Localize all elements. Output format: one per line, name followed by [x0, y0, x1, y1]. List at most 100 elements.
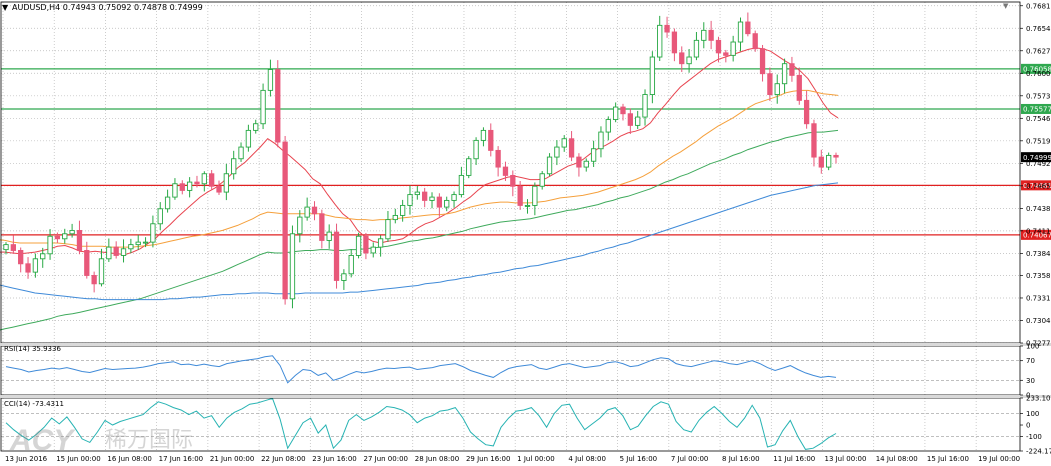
candle-body[interactable]: [422, 191, 428, 201]
candle-body[interactable]: [671, 31, 678, 54]
candle-body[interactable]: [789, 63, 795, 76]
candle-body[interactable]: [128, 244, 134, 250]
candle-body[interactable]: [186, 181, 193, 191]
menu-triangle-icon[interactable]: ▼: [2, 3, 9, 12]
candle-body[interactable]: [532, 185, 538, 206]
candle-body[interactable]: [583, 160, 589, 168]
candle-body[interactable]: [708, 29, 714, 41]
candle-body[interactable]: [194, 181, 200, 185]
candle-body[interactable]: [179, 183, 185, 191]
candle-body[interactable]: [826, 154, 832, 168]
candle-body[interactable]: [289, 233, 296, 300]
candle-body[interactable]: [561, 138, 567, 148]
candle-body[interactable]: [781, 63, 788, 85]
candle-body[interactable]: [458, 174, 465, 196]
candle-body[interactable]: [737, 21, 744, 43]
candle-body[interactable]: [686, 56, 692, 65]
candle-body[interactable]: [627, 113, 633, 126]
candle-body[interactable]: [407, 194, 413, 206]
candle-body[interactable]: [436, 196, 443, 208]
candle-body[interactable]: [54, 235, 61, 240]
candle-body[interactable]: [142, 241, 149, 244]
scroll-arrow-icon[interactable]: ▼: [1003, 2, 1009, 10]
candle-body[interactable]: [297, 216, 303, 235]
candle-body[interactable]: [106, 246, 112, 260]
candle-body[interactable]: [495, 149, 501, 168]
candle-body[interactable]: [3, 244, 9, 251]
candle-body[interactable]: [282, 141, 288, 300]
candle-body[interactable]: [385, 219, 391, 240]
candle-body[interactable]: [275, 69, 281, 143]
candle-body[interactable]: [811, 123, 817, 158]
candle-body[interactable]: [231, 158, 237, 175]
candle-body[interactable]: [833, 154, 839, 158]
candle-body[interactable]: [524, 204, 531, 207]
candle-body[interactable]: [723, 52, 729, 56]
candle-body[interactable]: [392, 214, 398, 221]
candle-body[interactable]: [466, 158, 472, 176]
candle-body[interactable]: [201, 173, 207, 185]
candle-body[interactable]: [488, 129, 494, 151]
candle-body[interactable]: [341, 273, 347, 281]
candle-body[interactable]: [554, 146, 560, 158]
candle-body[interactable]: [451, 194, 457, 201]
candle-body[interactable]: [172, 183, 178, 198]
candle-body[interactable]: [767, 73, 773, 95]
candle-body[interactable]: [620, 106, 626, 115]
candle-body[interactable]: [502, 166, 509, 176]
candle-body[interactable]: [311, 206, 318, 215]
candle-body[interactable]: [715, 39, 722, 54]
candle-body[interactable]: [25, 263, 31, 273]
candle-body[interactable]: [113, 246, 119, 256]
candle-body[interactable]: [62, 233, 68, 240]
candle-body[interactable]: [260, 89, 266, 125]
candle-body[interactable]: [363, 235, 369, 254]
candle-body[interactable]: [605, 119, 611, 133]
candle-body[interactable]: [209, 173, 215, 187]
candle-body[interactable]: [157, 208, 163, 225]
candle-body[interactable]: [98, 258, 105, 285]
candle-body[interactable]: [546, 156, 553, 175]
candle-body[interactable]: [91, 275, 97, 285]
candle-body[interactable]: [10, 244, 16, 251]
candle-body[interactable]: [355, 235, 362, 256]
candle-body[interactable]: [598, 131, 604, 150]
candle-body[interactable]: [69, 229, 75, 235]
candle-body[interactable]: [635, 116, 641, 126]
candle-body[interactable]: [480, 129, 487, 141]
candle-body[interactable]: [326, 231, 332, 241]
candle-body[interactable]: [40, 253, 46, 260]
candle-body[interactable]: [399, 204, 406, 216]
candle-body[interactable]: [76, 229, 83, 251]
candle-body[interactable]: [370, 246, 376, 254]
candle-body[interactable]: [348, 255, 354, 275]
candle-body[interactable]: [568, 138, 575, 158]
candle-body[interactable]: [444, 199, 450, 208]
candle-body[interactable]: [752, 33, 758, 50]
candlesticks[interactable]: [3, 12, 839, 309]
candle-body[interactable]: [803, 99, 810, 125]
candle-body[interactable]: [333, 231, 340, 281]
candle-body[interactable]: [664, 24, 670, 33]
candle-body[interactable]: [216, 185, 222, 193]
candle-body[interactable]: [759, 48, 766, 75]
candle-body[interactable]: [238, 146, 244, 160]
candle-body[interactable]: [267, 69, 274, 91]
candle-body[interactable]: [47, 235, 53, 255]
candle-body[interactable]: [576, 156, 582, 168]
candle-body[interactable]: [84, 250, 90, 276]
candle-body[interactable]: [517, 185, 523, 206]
candle-body[interactable]: [164, 196, 171, 210]
candle-body[interactable]: [304, 206, 310, 218]
candle-body[interactable]: [414, 191, 420, 196]
candle-body[interactable]: [245, 129, 252, 148]
candle-body[interactable]: [745, 21, 751, 35]
candle-body[interactable]: [150, 223, 156, 243]
candle-body[interactable]: [649, 56, 656, 95]
candle-body[interactable]: [120, 248, 127, 256]
candle-body[interactable]: [679, 52, 685, 65]
candle-body[interactable]: [253, 123, 259, 131]
candle-body[interactable]: [319, 213, 325, 241]
candle-body[interactable]: [18, 250, 24, 265]
candle-body[interactable]: [510, 174, 516, 187]
